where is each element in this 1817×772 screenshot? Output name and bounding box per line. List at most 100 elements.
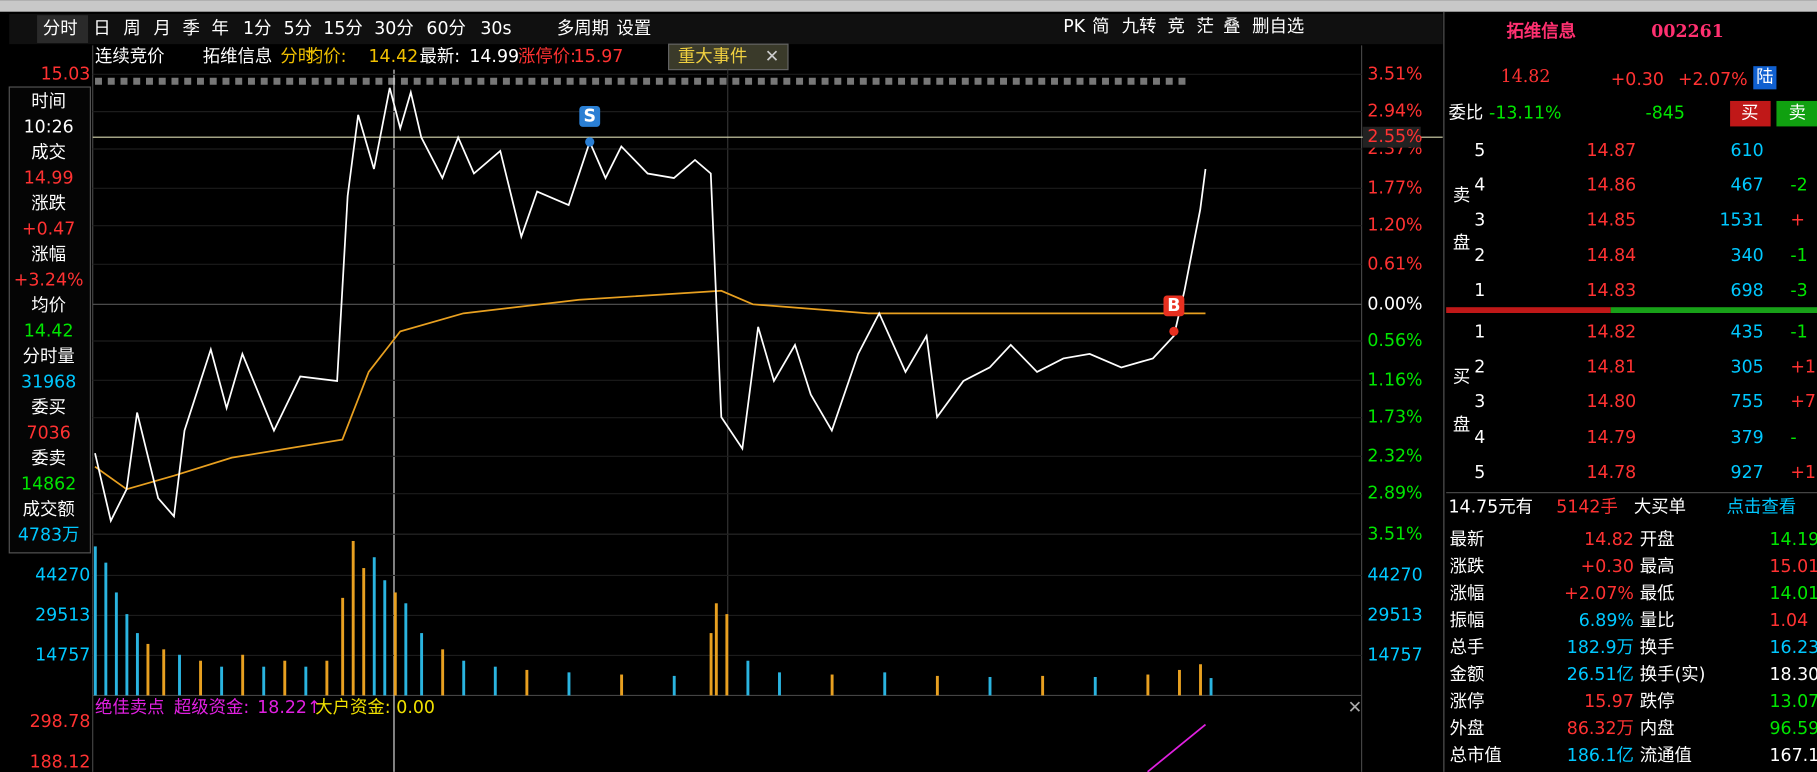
toolbar-tab[interactable]: 5分 — [284, 19, 312, 39]
book-price: 14.83 — [1586, 281, 1636, 301]
indicator-super: 18.22↑ — [257, 698, 321, 718]
toolbar-tab[interactable]: 30s — [480, 19, 511, 39]
toolbar-tab[interactable]: 15分 — [323, 19, 362, 39]
toolbar-tab[interactable]: 周 — [123, 19, 140, 39]
toolbar-button[interactable]: 删自选 — [1252, 17, 1304, 37]
indicator-title: 绝佳卖点 — [95, 698, 165, 718]
toolbar-button[interactable]: 茫 — [1196, 17, 1213, 37]
stat-value: 13.07 — [1769, 692, 1817, 712]
indicator-tick-label: 188.12 — [30, 753, 91, 772]
stat-label: 流通值 — [1640, 746, 1692, 766]
toolbar-button[interactable]: 竞 — [1167, 17, 1184, 37]
info-value: 31968 — [21, 373, 76, 393]
volume-bar — [146, 643, 150, 696]
stat-label: 涨幅 — [1450, 584, 1485, 604]
stat-value: 182.9万 — [1567, 638, 1634, 658]
volume-bar — [1178, 669, 1181, 696]
header-avg-label: 均价: — [306, 47, 347, 67]
avg-line — [94, 289, 1206, 491]
pct-tick-label: 2.89% — [1367, 484, 1422, 504]
volume-bar — [351, 540, 355, 696]
volume-bar — [1209, 678, 1213, 696]
toolbar-tab[interactable]: 1分 — [243, 19, 271, 39]
buy-button[interactable] — [1730, 100, 1771, 127]
close-icon[interactable]: ✕ — [765, 47, 780, 67]
stat-value: 6.89% — [1579, 611, 1634, 631]
volume-bar — [283, 660, 287, 696]
toolbar-tab[interactable]: 年 — [211, 19, 228, 39]
toolbar-tab[interactable]: 季 — [183, 19, 200, 39]
info-value: 10:26 — [24, 118, 74, 138]
toolbar-button[interactable]: 简 — [1092, 17, 1109, 37]
close-icon[interactable]: ✕ — [1348, 698, 1363, 718]
toolbar-button[interactable]: 九转 — [1122, 17, 1157, 37]
toolbar-button[interactable]: 叠 — [1223, 17, 1240, 37]
stat-value: 14.01 — [1769, 584, 1817, 604]
header-mode: 分时 — [280, 47, 315, 67]
book-level: 5 — [1474, 463, 1485, 483]
big-order-lots: 5142手 — [1556, 498, 1618, 518]
volume-bar — [393, 592, 397, 696]
indicator-super-label: 超级资金: — [174, 698, 249, 718]
book-level: 1 — [1474, 323, 1485, 343]
book-level: 1 — [1474, 281, 1485, 301]
toolbar-tab[interactable]: 多周期 — [557, 19, 609, 39]
stat-value: 167.1亿 — [1769, 746, 1817, 766]
event-box — [668, 43, 789, 71]
book-volume: 610 — [1731, 141, 1764, 161]
volume-bar — [441, 649, 445, 696]
book-volume: 435 — [1731, 323, 1764, 343]
book-change: -2 — [1790, 176, 1807, 196]
indicator-big-label: 大户资金: — [315, 698, 390, 718]
toolbar-tab[interactable]: 设置 — [616, 19, 651, 39]
stat-value: 18.30% — [1769, 665, 1817, 685]
stat-label: 开盘 — [1640, 530, 1675, 550]
book-change: +7 — [1790, 392, 1816, 412]
info-value: 7036 — [27, 424, 71, 444]
book-change: - — [1790, 428, 1796, 448]
stat-value: 1.04 — [1769, 611, 1808, 631]
volume-bar — [325, 660, 329, 696]
sell-side-label: 卖盘 — [1450, 186, 1470, 281]
big-order-label: 大买单 — [1634, 498, 1686, 518]
book-volume: 305 — [1731, 357, 1764, 377]
book-volume: 755 — [1731, 392, 1764, 412]
stock-name: 拓维信息 — [1506, 21, 1576, 42]
stat-value: 14.82 — [1584, 530, 1634, 550]
weibi-diff: -845 — [1645, 104, 1684, 124]
volume-tick-label: 14757 — [35, 645, 90, 665]
stat-label: 外盘 — [1450, 719, 1485, 739]
toolbar-button[interactable]: PK — [1063, 17, 1085, 37]
tag: 陆 — [1756, 68, 1773, 88]
volume-bar — [362, 568, 366, 696]
indicator-tick-label: 298.78 — [30, 712, 91, 732]
header-limit: 15.97 — [574, 47, 624, 67]
sell-label[interactable]: 卖 — [1789, 104, 1806, 124]
toolbar-tab[interactable]: 60分 — [426, 19, 465, 39]
stat-value: 15.01 — [1769, 557, 1817, 577]
indicator-big: 0.00 — [396, 698, 435, 718]
header-avg: 14.42 — [368, 47, 418, 67]
volume-bar — [199, 660, 203, 696]
toolbar-tab[interactable]: 日 — [93, 19, 110, 39]
change-pct: +2.07% — [1678, 70, 1748, 90]
sell-button[interactable] — [1776, 100, 1817, 127]
big-order-link[interactable]: 点击查看 — [1727, 498, 1797, 518]
volume-bar — [104, 562, 108, 696]
volume-tick-label: 29513 — [35, 605, 90, 625]
info-label: 时间 — [31, 92, 66, 112]
volume-bar — [341, 597, 345, 696]
weibi-label: 委比 — [1449, 104, 1484, 124]
trade-dot — [1169, 326, 1179, 337]
info-value: 14.42 — [24, 322, 74, 342]
change: +0.30 — [1611, 70, 1664, 90]
info-value: 14.99 — [24, 169, 74, 189]
buy-label[interactable]: 买 — [1741, 104, 1758, 124]
stat-label: 换手 — [1640, 638, 1675, 658]
info-label: 分时量 — [23, 347, 75, 367]
toolbar-tab[interactable]: 30分 — [374, 19, 413, 39]
toolbar-tab[interactable]: 分时 — [43, 19, 78, 39]
volume-tick-label: 44270 — [1367, 565, 1422, 585]
toolbar-tab[interactable]: 月 — [154, 19, 171, 39]
